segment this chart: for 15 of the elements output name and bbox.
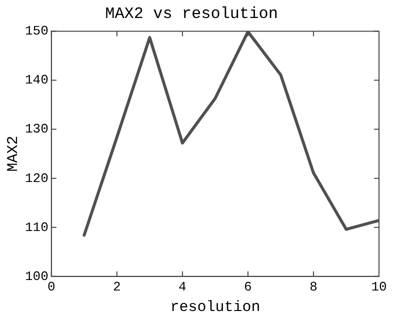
y-tick-label: 130: [25, 122, 48, 137]
chart-title: MAX2 vs resolution: [105, 4, 278, 23]
y-tick-label: 120: [25, 170, 48, 186]
x-tick-label: 0: [48, 280, 56, 295]
x-tick-label: 2: [113, 280, 121, 295]
x-axis-title: resolution: [170, 298, 260, 316]
x-tick-label: 10: [371, 280, 387, 295]
y-tick-label: 150: [25, 24, 48, 39]
y-tick-label: 110: [25, 220, 48, 235]
x-tick-label: 6: [244, 280, 252, 295]
x-tick-label: 8: [310, 280, 318, 295]
y-axis-title: MAX2: [4, 136, 22, 172]
y-tick-label: 100: [25, 268, 48, 284]
x-tick-label: 4: [178, 280, 187, 295]
y-tick-label: 140: [25, 72, 48, 88]
